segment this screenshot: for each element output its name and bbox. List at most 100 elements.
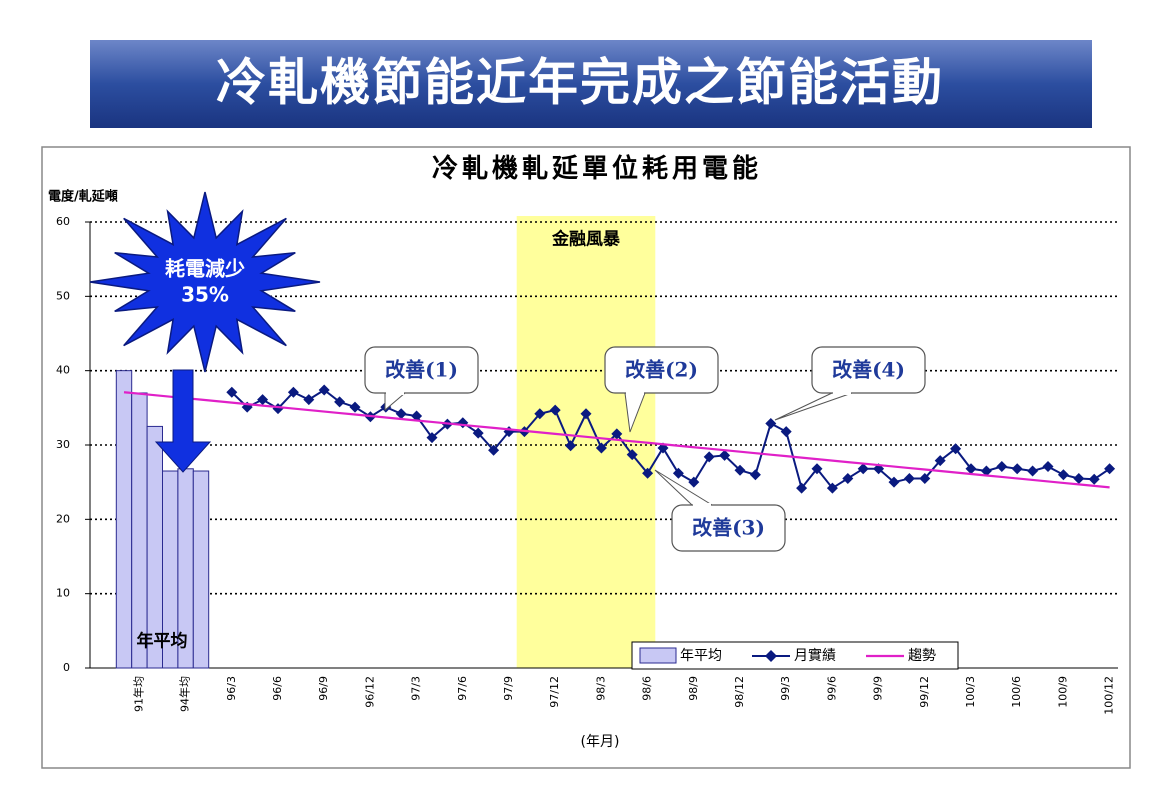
point <box>411 410 423 422</box>
point <box>1088 473 1100 485</box>
chart-title: 冷軋機軋延單位耗用電能 <box>432 153 762 184</box>
x-tick-label: 94年均 <box>178 676 192 712</box>
legend-swatch <box>765 650 777 662</box>
point <box>318 384 330 396</box>
burst-value: 35% <box>181 283 229 307</box>
burst-text: 耗電減少 <box>165 257 245 281</box>
x-tick-label: 99/3 <box>779 676 792 701</box>
point <box>257 394 269 406</box>
slide-title: 冷軋機節能近年完成之節能活動 <box>216 54 944 112</box>
callout-patch <box>386 391 404 395</box>
point <box>395 408 407 420</box>
callout-patch <box>626 391 644 395</box>
point <box>934 455 946 467</box>
point <box>719 449 731 461</box>
callout-patch <box>833 391 851 395</box>
x-tick-label: 100/9 <box>1056 676 1069 708</box>
bar <box>131 392 148 669</box>
point <box>996 461 1008 473</box>
point <box>1011 463 1023 475</box>
y-tick-label: 20 <box>56 512 70 525</box>
point <box>796 482 808 494</box>
point <box>965 463 977 475</box>
point <box>857 463 869 475</box>
x-tick-label: 96/12 <box>363 676 376 708</box>
point <box>950 443 962 455</box>
callout-box <box>604 346 719 394</box>
callout-patch <box>693 503 711 507</box>
down-arrow <box>154 369 212 473</box>
point <box>1027 465 1039 477</box>
point <box>534 408 546 420</box>
y-tick-label: 0 <box>63 661 70 674</box>
callout-box <box>364 346 479 394</box>
point <box>595 442 607 454</box>
point <box>580 408 592 420</box>
point <box>811 463 823 475</box>
point <box>611 428 623 440</box>
point <box>565 440 577 452</box>
x-tick-label: 99/9 <box>872 676 885 701</box>
bar <box>115 370 133 669</box>
point <box>303 394 315 406</box>
bar-annotation: 年平均 <box>137 631 188 652</box>
callout-box <box>811 346 926 394</box>
point <box>842 472 854 484</box>
x-tick-label: 96/3 <box>225 676 238 701</box>
legend-label: 年平均 <box>680 648 722 664</box>
x-tick-label: 98/3 <box>594 676 607 701</box>
y-tick-label: 50 <box>56 289 70 302</box>
point <box>688 476 700 488</box>
point <box>549 404 561 416</box>
legend-label: 趨勢 <box>908 648 936 664</box>
point <box>472 427 484 439</box>
point <box>488 444 500 456</box>
callout-text: 改善(1) <box>385 358 458 382</box>
legend-label: 月實績 <box>794 647 836 664</box>
point <box>226 386 238 398</box>
point <box>1104 463 1116 475</box>
y-tick-label: 40 <box>56 364 70 377</box>
x-tick-label: 100/12 <box>1103 676 1116 715</box>
point <box>780 426 792 438</box>
x-tick-label: 100/3 <box>964 676 977 708</box>
point <box>888 476 900 488</box>
callout-text: 改善(2) <box>625 358 698 382</box>
x-tick-label: 91年均 <box>131 676 145 712</box>
point <box>349 401 361 413</box>
x-tick-label: 100/6 <box>1010 676 1023 708</box>
y-tick-label: 30 <box>56 438 70 451</box>
bar <box>192 470 210 669</box>
x-tick-label: 98/12 <box>733 676 746 708</box>
point <box>642 467 654 479</box>
point <box>749 469 761 481</box>
point <box>1057 469 1069 481</box>
y-tick-label: 10 <box>56 587 70 600</box>
series-line <box>231 388 1111 491</box>
callout-box <box>671 504 786 552</box>
point <box>334 396 346 408</box>
point <box>287 386 299 398</box>
point <box>734 464 746 476</box>
legend-swatch <box>639 647 677 664</box>
point <box>626 449 638 461</box>
series-line <box>123 391 1110 489</box>
point <box>919 472 931 484</box>
crisis-label: 金融風暴 <box>551 229 621 250</box>
x-tick-label: 97/6 <box>456 676 469 701</box>
x-tick-label: 99/6 <box>825 676 838 701</box>
x-tick-label: 96/6 <box>271 676 284 701</box>
point <box>826 482 838 494</box>
x-tick-label: 97/9 <box>502 676 515 701</box>
title-banner <box>90 40 1092 128</box>
x-tick-label: 98/9 <box>687 676 700 701</box>
point <box>703 451 715 463</box>
callout-text: 改善(4) <box>832 358 905 382</box>
x-axis-label: (年月) <box>581 734 620 750</box>
point <box>765 417 777 429</box>
point <box>1042 461 1054 473</box>
point <box>980 465 992 477</box>
callout-text: 改善(3) <box>692 516 765 540</box>
point <box>426 432 438 444</box>
